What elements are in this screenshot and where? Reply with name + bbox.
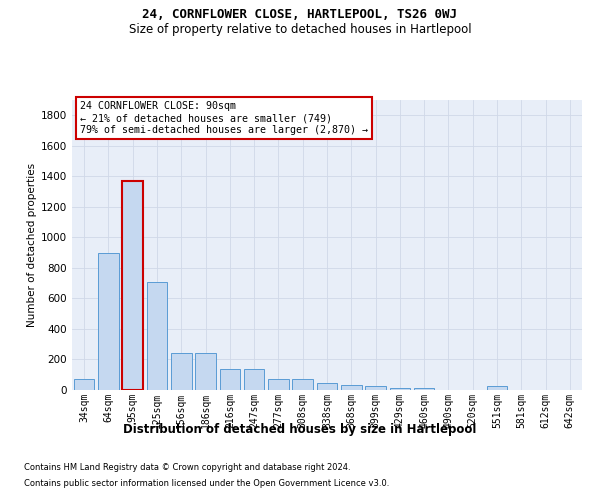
Bar (195, 352, 216, 390)
Bar (389, 388, 410, 390)
Bar (414, 388, 434, 390)
Bar (74, 378, 94, 390)
Text: Contains HM Land Registry data © Crown copyright and database right 2024.: Contains HM Land Registry data © Crown c… (24, 464, 350, 472)
Bar (98, 252, 119, 390)
Bar (317, 383, 337, 390)
Bar (292, 380, 313, 390)
Text: Size of property relative to detached houses in Hartlepool: Size of property relative to detached ho… (128, 22, 472, 36)
Bar (341, 386, 362, 390)
Bar (146, 282, 167, 390)
Bar (487, 386, 508, 390)
Bar (122, 181, 143, 390)
Bar (171, 352, 191, 390)
Y-axis label: Number of detached properties: Number of detached properties (27, 163, 37, 327)
Bar (244, 370, 265, 390)
Bar (220, 370, 240, 390)
Text: Contains public sector information licensed under the Open Government Licence v3: Contains public sector information licen… (24, 478, 389, 488)
Bar (365, 386, 386, 390)
Text: 24, CORNFLOWER CLOSE, HARTLEPOOL, TS26 0WJ: 24, CORNFLOWER CLOSE, HARTLEPOOL, TS26 0… (143, 8, 458, 20)
Text: Distribution of detached houses by size in Hartlepool: Distribution of detached houses by size … (124, 422, 476, 436)
Text: 24 CORNFLOWER CLOSE: 90sqm
← 21% of detached houses are smaller (749)
79% of sem: 24 CORNFLOWER CLOSE: 90sqm ← 21% of deta… (80, 102, 368, 134)
Bar (268, 380, 289, 390)
